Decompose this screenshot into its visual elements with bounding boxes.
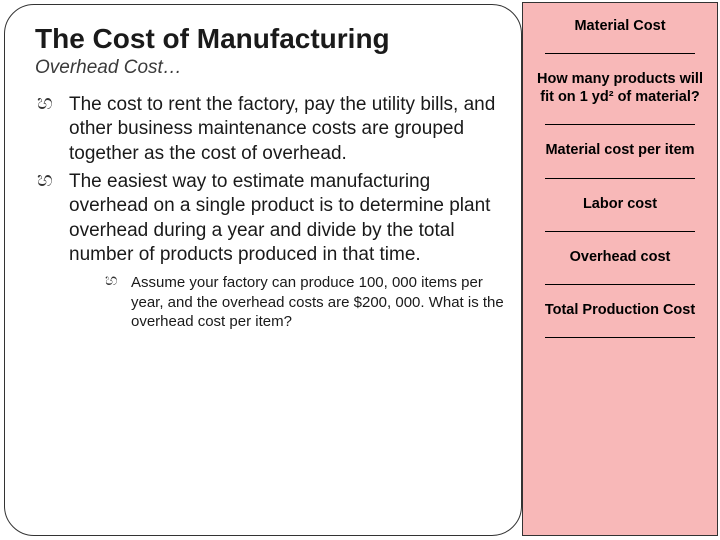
sidebar-label-material-per-item: Material cost per item (531, 141, 709, 159)
list-item: හ Assume your factory can produce 100, 0… (107, 273, 507, 332)
page-subtitle: Overhead Cost… (35, 57, 507, 79)
sidebar-panel: Material Cost How many products will fit… (522, 2, 718, 536)
sidebar-label-total-cost: Total Production Cost (531, 301, 709, 319)
blank-line (545, 271, 695, 285)
sidebar-label-material-cost: Material Cost (531, 17, 709, 35)
bullet-icon: හ (37, 91, 53, 117)
sub-bullet-text: Assume your factory can produce 100, 000… (131, 274, 504, 330)
bullet-icon: හ (37, 168, 53, 194)
page-title: The Cost of Manufacturing (35, 23, 507, 55)
sidebar-label-overhead-cost: Overhead cost (531, 248, 709, 266)
sidebar-label-products-fit: How many products will fit on 1 yd² of m… (531, 70, 709, 106)
bullet-icon: හ (105, 271, 118, 292)
bullet-text: The easiest way to estimate manufacturin… (69, 171, 490, 265)
blank-line (545, 40, 695, 54)
sub-bullet-list: හ Assume your factory can produce 100, 0… (69, 273, 507, 332)
bullet-text: The cost to rent the factory, pay the ut… (69, 94, 495, 164)
list-item: හ The cost to rent the factory, pay the … (39, 93, 507, 166)
blank-line (545, 165, 695, 179)
main-bullet-list: හ The cost to rent the factory, pay the … (35, 93, 507, 332)
list-item: හ The easiest way to estimate manufactur… (39, 170, 507, 332)
blank-line (545, 324, 695, 338)
sidebar-label-labor-cost: Labor cost (531, 195, 709, 213)
slide-frame: The Cost of Manufacturing Overhead Cost…… (4, 4, 522, 536)
blank-line (545, 111, 695, 125)
blank-line (545, 218, 695, 232)
